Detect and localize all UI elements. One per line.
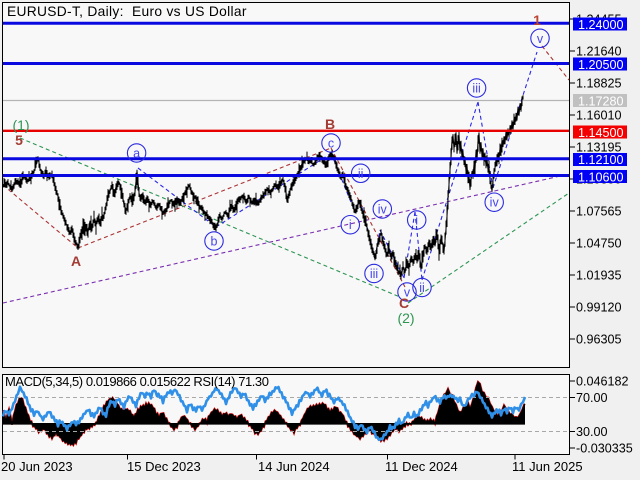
svg-text:iv: iv: [490, 196, 500, 210]
svg-text:11 Dec 2024: 11 Dec 2024: [385, 459, 458, 474]
svg-text:11 Jun 2025: 11 Jun 2025: [512, 459, 583, 474]
svg-text:a: a: [133, 147, 140, 161]
svg-text:1.16010: 1.16010: [576, 109, 622, 123]
svg-text:C: C: [399, 295, 409, 311]
svg-text:b: b: [211, 235, 218, 249]
svg-text:-0.030335: -0.030335: [576, 442, 633, 456]
svg-text:ii: ii: [419, 281, 425, 295]
svg-text:MACD(5,34,5) 0.019866 0.015622: MACD(5,34,5) 0.019866 0.015622 RSI(14) 7…: [5, 374, 269, 389]
svg-text:1.07565: 1.07565: [576, 205, 622, 219]
svg-text:(1): (1): [12, 117, 29, 133]
svg-text:iii: iii: [472, 82, 480, 96]
svg-text:15 Dec 2023: 15 Dec 2023: [127, 459, 201, 474]
svg-text:B: B: [325, 116, 335, 132]
svg-text:30.00: 30.00: [576, 425, 608, 439]
svg-text:c: c: [328, 137, 334, 151]
svg-text:1.13195: 1.13195: [576, 141, 622, 155]
svg-text:1.01935: 1.01935: [576, 269, 622, 283]
svg-text:1.21640: 1.21640: [576, 45, 622, 59]
svg-text:v: v: [537, 32, 544, 46]
svg-text:1.18825: 1.18825: [576, 77, 622, 91]
svg-text:1: 1: [533, 12, 541, 28]
svg-text:1.20500: 1.20500: [578, 58, 624, 72]
svg-text:v: v: [404, 286, 411, 300]
svg-text:1.24000: 1.24000: [578, 18, 624, 32]
svg-text:1.17280: 1.17280: [578, 94, 624, 108]
svg-text:1.14500: 1.14500: [578, 126, 624, 140]
svg-text:5: 5: [15, 132, 23, 148]
svg-text:0.046182: 0.046182: [576, 375, 629, 389]
svg-text:ii: ii: [358, 167, 364, 181]
svg-text:70.00: 70.00: [576, 391, 608, 405]
svg-text:i: i: [349, 218, 352, 232]
svg-text:1.10600: 1.10600: [578, 170, 624, 184]
svg-text:1.12100: 1.12100: [578, 153, 624, 167]
svg-text:0.99120: 0.99120: [576, 301, 622, 315]
svg-text:0.96305: 0.96305: [576, 333, 622, 347]
svg-text:i: i: [415, 214, 418, 228]
svg-text:14 Jun 2024: 14 Jun 2024: [258, 459, 330, 474]
svg-text:20 Jun 2023: 20 Jun 2023: [1, 459, 73, 474]
svg-text:1.04750: 1.04750: [576, 237, 622, 251]
svg-text:iv: iv: [378, 203, 388, 217]
svg-text:A: A: [71, 253, 81, 269]
svg-text:(2): (2): [397, 310, 414, 326]
svg-text:EURUSD-T, Daily: Euro vs US D: EURUSD-T, Daily: Euro vs US Dollar: [7, 4, 247, 19]
svg-text:iii: iii: [370, 267, 378, 281]
